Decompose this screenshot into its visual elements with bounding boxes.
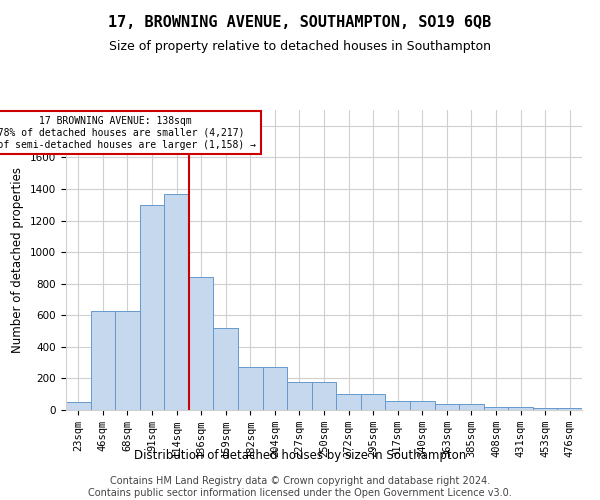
Text: Size of property relative to detached houses in Southampton: Size of property relative to detached ho… (109, 40, 491, 53)
Bar (189, 278, 214, 410)
Bar (312, 382, 336, 410)
Bar (557, 408, 582, 410)
Bar (385, 402, 410, 410)
Bar (434, 404, 459, 410)
Bar (410, 402, 434, 410)
Text: 17 BROWNING AVENUE: 138sqm
← 78% of detached houses are smaller (4,217)
21% of s: 17 BROWNING AVENUE: 138sqm ← 78% of deta… (0, 116, 256, 150)
Bar (361, 394, 385, 410)
Bar (459, 404, 484, 410)
Bar (533, 408, 557, 410)
Bar (484, 407, 508, 410)
Bar (140, 204, 164, 410)
Bar (91, 310, 115, 410)
Text: 17, BROWNING AVENUE, SOUTHAMPTON, SO19 6QB: 17, BROWNING AVENUE, SOUTHAMPTON, SO19 6… (109, 15, 491, 30)
Y-axis label: Number of detached properties: Number of detached properties (11, 167, 25, 353)
Text: Contains HM Land Registry data © Crown copyright and database right 2024.
Contai: Contains HM Land Registry data © Crown c… (88, 476, 512, 498)
Bar (115, 310, 140, 410)
Bar (336, 394, 361, 410)
Bar (287, 382, 312, 410)
Bar (508, 407, 533, 410)
Bar (66, 402, 91, 410)
Bar (263, 368, 287, 410)
Bar (164, 194, 189, 410)
Text: Distribution of detached houses by size in Southampton: Distribution of detached houses by size … (134, 448, 466, 462)
Bar (238, 368, 263, 410)
Bar (214, 328, 238, 410)
